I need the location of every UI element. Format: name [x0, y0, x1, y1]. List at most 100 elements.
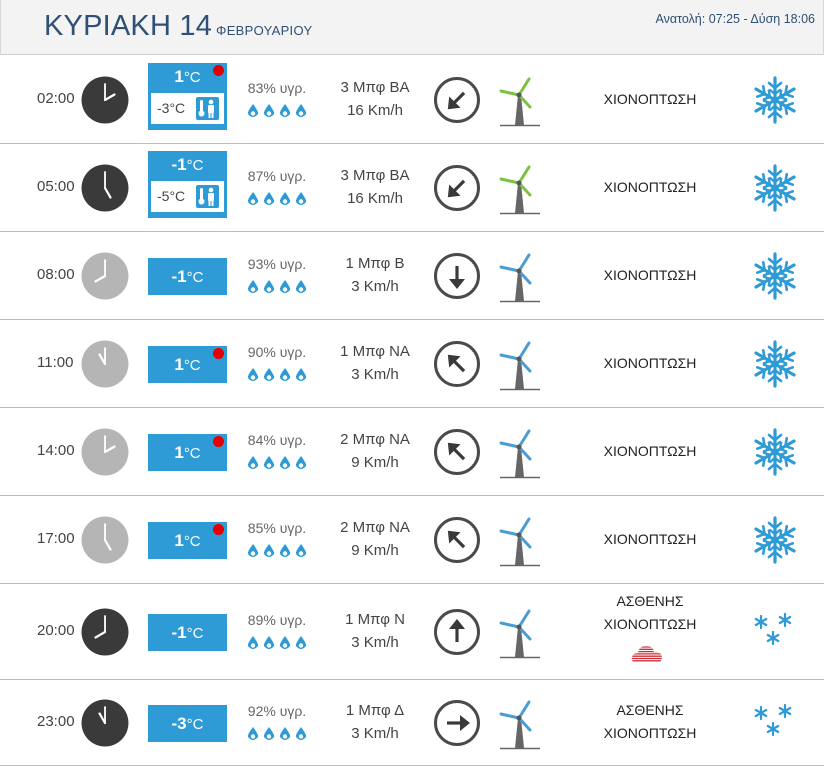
humidity-label: 84% υγρ. — [247, 431, 307, 448]
feels-like-icon — [196, 97, 219, 120]
description-line-1: ΧΙΟΝΟΠΤΩΣΗ — [603, 442, 697, 459]
wind-force: 3 Μπφ ΒΑ — [340, 78, 410, 96]
wind-force: 1 Μπφ Β — [345, 254, 405, 272]
temperature-box: 1°C -3°C — [148, 63, 227, 130]
wind-info: 1 Μπφ ΝΑ 3 Km/h — [325, 340, 425, 386]
clock-icon — [81, 608, 129, 656]
time-label: 05:00 — [37, 177, 75, 195]
temperature-value: 1°C — [148, 355, 227, 375]
windmill-icon — [496, 609, 542, 659]
wind-force: 2 Μπφ ΝΑ — [340, 430, 410, 448]
feels-like-value: -5°C — [157, 188, 186, 204]
wind-info: 1 Μπφ Β 3 Km/h — [325, 252, 425, 298]
weather-description: ΑΣΘΕΝΗΣ ΧΙΟΝΟΠΤΩΣΗ — [560, 590, 740, 636]
humidity-drops-icon — [246, 455, 310, 471]
forecast-row: 14:00 1°C 84% υγρ. 2 Μπφ ΝΑ 9 Km/h ΧΙΟΝΟΠΤΩΣΗ — [0, 408, 824, 496]
wind-direction-arrow-icon — [434, 340, 480, 387]
weather-description: ΧΙΟΝΟΠΤΩΣΗ — [560, 352, 740, 375]
wind-speed: 16 Km/h — [347, 101, 403, 119]
humidity-label: 83% υγρ. — [247, 79, 307, 96]
light-snow-icon — [751, 699, 799, 747]
temperature-number: -3 — [171, 713, 187, 733]
temperature-box: -3°C — [148, 704, 227, 742]
day-title: ΚΥΡΙΑΚΗ 14 ΦΕΒΡΟΥΑΡΙΟΥ — [44, 10, 312, 43]
wind-force: 1 Μπφ Δ — [345, 701, 405, 719]
wind-info: 1 Μπφ Δ 3 Km/h — [325, 699, 425, 745]
snowflake-icon — [751, 515, 799, 564]
wind-direction-arrow-icon — [434, 164, 480, 211]
description-line-1: ΑΣΘΕΝΗΣ — [616, 701, 684, 718]
wind-direction-arrow-icon — [434, 428, 480, 475]
temperature-box: -1°C — [148, 613, 227, 651]
forecast-row: 20:00 -1°C 89% υγρ. 1 Μπφ Ν 3 Km/h ΑΣΘΕΝΗΣ ΧΙΟ… — [0, 584, 824, 680]
wind-speed: 3 Km/h — [351, 365, 399, 383]
feels-like-icon — [196, 185, 219, 208]
humidity-label: 93% υγρ. — [247, 255, 307, 272]
temperature-box: 1°C — [148, 521, 227, 559]
wind-force: 1 Μπφ ΝΑ — [340, 342, 410, 360]
time-label: 20:00 — [37, 621, 75, 639]
month-label: ΦΕΒΡΟΥΑΡΙΟΥ — [216, 23, 313, 38]
forecast-row: 11:00 1°C 90% υγρ. 1 Μπφ ΝΑ 3 Km/h ΧΙΟΝΟΠΤΩΣΗ — [0, 320, 824, 408]
humidity-drops-icon — [246, 367, 310, 383]
humidity-drops-icon — [246, 635, 310, 651]
weather-description: ΑΣΘΕΝΗΣ ΧΙΟΝΟΠΤΩΣΗ — [560, 699, 740, 745]
temperature-box: 1°C — [148, 433, 227, 471]
humidity-drops-icon — [246, 279, 310, 295]
forecast-row: 02:00 1°C -3°C 83% υγρ. 3 Μπφ ΒΑ 16 Km/h ΧΙΟΝΟ… — [0, 56, 824, 144]
humidity-drops-icon — [246, 191, 310, 207]
clock-icon — [81, 428, 129, 476]
wind-speed: 3 Km/h — [351, 633, 399, 651]
humidity-label: 87% υγρ. — [247, 167, 307, 184]
description-line-1: ΧΙΟΝΟΠΤΩΣΗ — [603, 266, 697, 283]
weather-description: ΧΙΟΝΟΠΤΩΣΗ — [560, 176, 740, 199]
clock-icon — [81, 699, 129, 747]
description-line-1: ΧΙΟΝΟΠΤΩΣΗ — [603, 530, 697, 547]
description-line-1: ΧΙΟΝΟΠΤΩΣΗ — [603, 90, 697, 107]
description-line-2: ΧΙΟΝΟΠΤΩΣΗ — [603, 724, 697, 741]
weather-description: ΧΙΟΝΟΠΤΩΣΗ — [560, 440, 740, 463]
windmill-icon — [496, 429, 542, 479]
time-label: 14:00 — [37, 441, 75, 459]
wind-direction-arrow-icon — [434, 608, 480, 655]
wind-speed: 3 Km/h — [351, 277, 399, 295]
feels-like-value: -3°C — [157, 100, 186, 116]
wind-speed: 9 Km/h — [351, 541, 399, 559]
wind-direction-arrow-icon — [434, 76, 480, 123]
temperature-unit: °C — [186, 624, 204, 642]
temperature-unit: °C — [186, 268, 204, 286]
wind-direction-arrow-icon — [434, 252, 480, 299]
temperature-value: 1°C — [148, 531, 227, 551]
humidity-label: 89% υγρ. — [247, 611, 307, 628]
snowflake-icon — [751, 163, 799, 212]
description-line-1: ΑΣΘΕΝΗΣ — [616, 593, 684, 609]
humidity-label: 92% υγρ. — [247, 702, 307, 719]
description-line-1: ΧΙΟΝΟΠΤΩΣΗ — [603, 178, 697, 195]
windmill-icon — [496, 517, 542, 567]
temperature-box: 1°C — [148, 345, 227, 383]
alert-dot — [213, 347, 224, 359]
alert-dot — [213, 435, 224, 447]
temperature-unit: °C — [183, 532, 201, 550]
day-header: ΚΥΡΙΑΚΗ 14 ΦΕΒΡΟΥΑΡΙΟΥ Ανατολή: 07:25 - Δ… — [0, 0, 824, 55]
time-label: 23:00 — [37, 712, 75, 730]
temperature-value: -3°C — [148, 714, 227, 734]
time-label: 17:00 — [37, 529, 75, 547]
humidity-label: 90% υγρ. — [247, 343, 307, 360]
windmill-icon — [496, 341, 542, 391]
humidity-label: 85% υγρ. — [247, 519, 307, 536]
temperature-unit: °C — [186, 157, 204, 174]
clock-icon — [81, 76, 129, 124]
temperature-box: -1°C -5°C — [148, 151, 227, 218]
temperature-number: 1 — [174, 67, 184, 86]
weather-description: ΧΙΟΝΟΠΤΩΣΗ — [560, 528, 740, 551]
feels-like-box: -5°C — [151, 181, 224, 212]
windmill-icon — [496, 253, 542, 303]
windmill-icon — [496, 165, 542, 215]
snowflake-icon — [751, 427, 799, 476]
time-label: 08:00 — [37, 265, 75, 283]
wind-info: 3 Μπφ ΒΑ 16 Km/h — [325, 76, 425, 122]
day-label: ΚΥΡΙΑΚΗ 14 — [44, 10, 213, 42]
wind-speed: 9 Km/h — [351, 453, 399, 471]
wind-info: 3 Μπφ ΒΑ 16 Km/h — [325, 164, 425, 210]
